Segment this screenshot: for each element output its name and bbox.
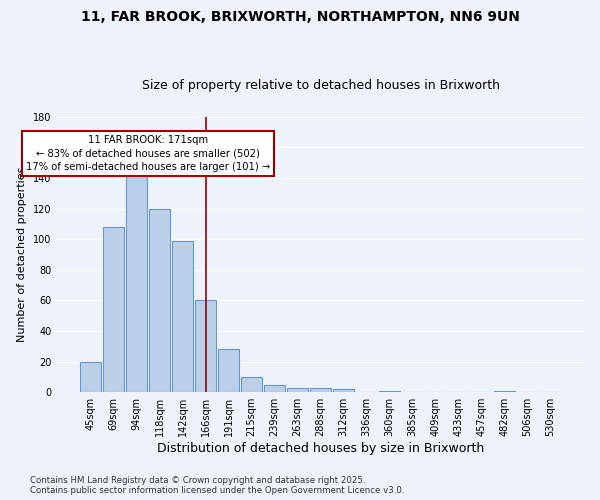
Bar	[149, 208, 170, 392]
Text: 11 FAR BROOK: 171sqm
← 83% of detached houses are smaller (502)
17% of semi-deta: 11 FAR BROOK: 171sqm ← 83% of detached h…	[26, 135, 271, 172]
Bar	[80, 362, 101, 392]
Bar	[103, 227, 124, 392]
Bar	[287, 388, 308, 392]
Bar	[218, 350, 239, 392]
Bar	[379, 390, 400, 392]
Bar	[172, 240, 193, 392]
Bar	[241, 377, 262, 392]
Y-axis label: Number of detached properties: Number of detached properties	[17, 167, 28, 342]
Bar	[196, 300, 216, 392]
Bar	[494, 390, 515, 392]
Bar	[127, 166, 147, 392]
Text: 11, FAR BROOK, BRIXWORTH, NORTHAMPTON, NN6 9UN: 11, FAR BROOK, BRIXWORTH, NORTHAMPTON, N…	[80, 10, 520, 24]
Bar	[334, 389, 354, 392]
Text: Contains HM Land Registry data © Crown copyright and database right 2025.
Contai: Contains HM Land Registry data © Crown c…	[30, 476, 404, 495]
X-axis label: Distribution of detached houses by size in Brixworth: Distribution of detached houses by size …	[157, 442, 484, 455]
Title: Size of property relative to detached houses in Brixworth: Size of property relative to detached ho…	[142, 79, 500, 92]
Bar	[310, 388, 331, 392]
Bar	[265, 384, 285, 392]
